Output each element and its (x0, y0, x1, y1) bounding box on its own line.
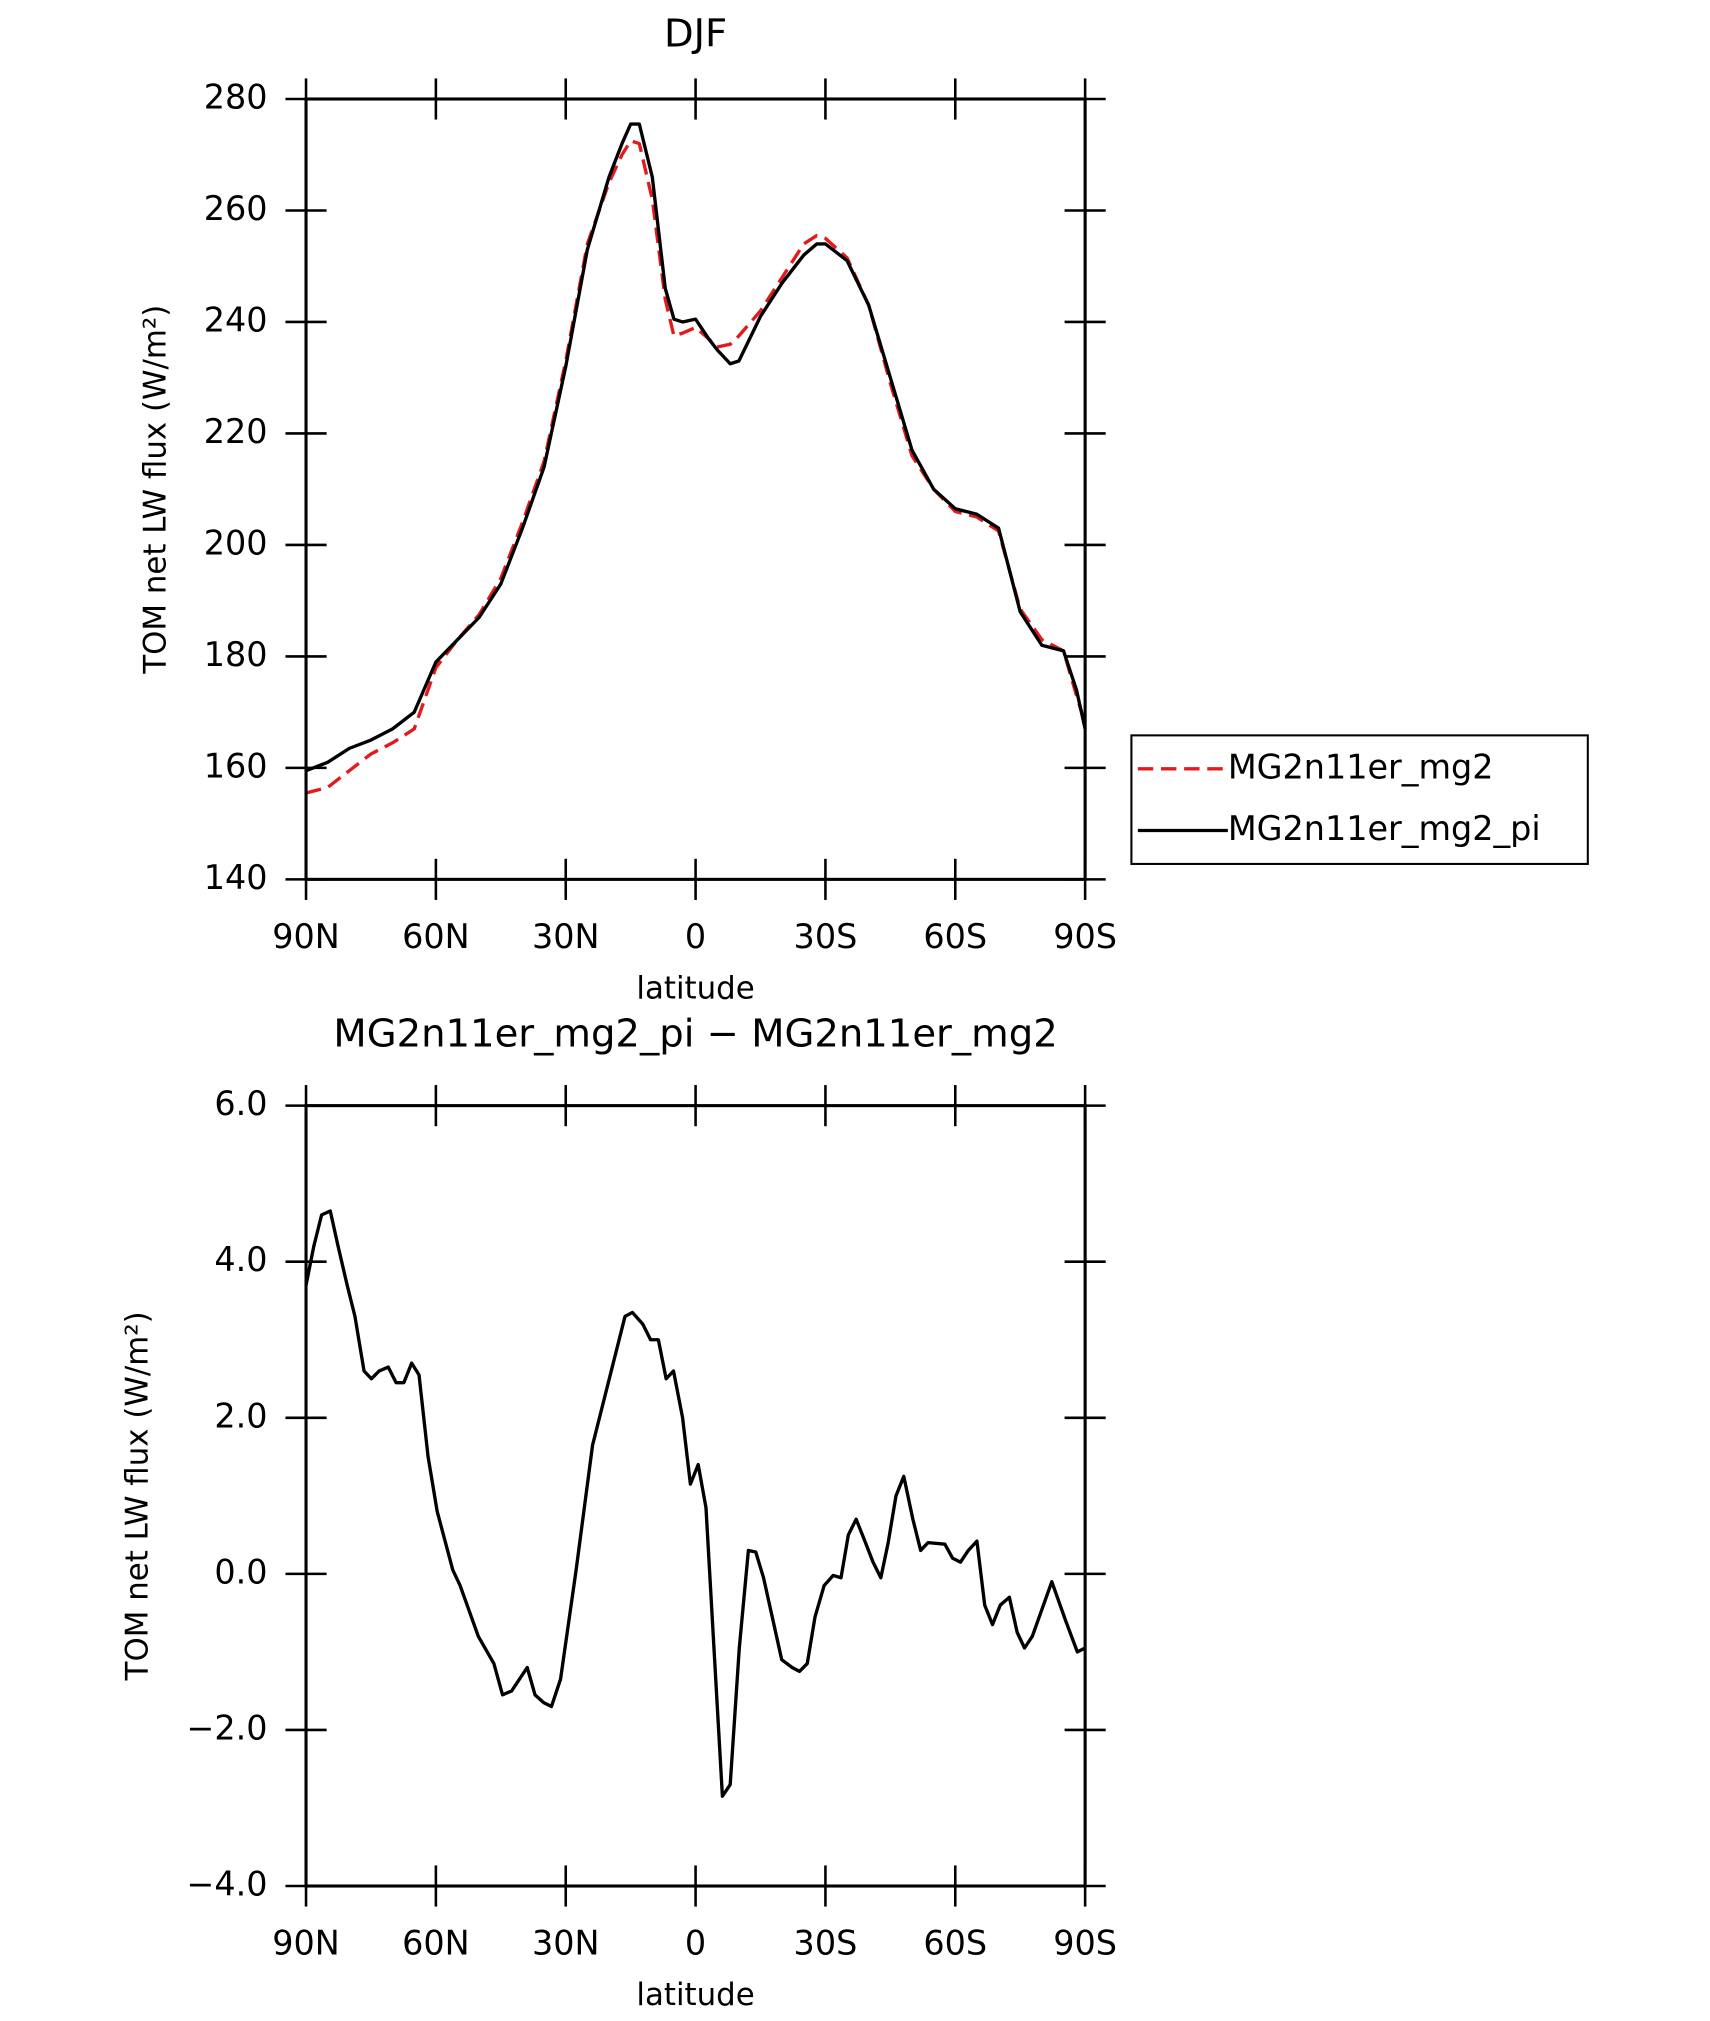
x-tick-label: 30N (532, 1924, 600, 1963)
y-tick-label: 6.0 (214, 1084, 267, 1123)
x-tick-label: 30S (794, 1924, 858, 1963)
y-tick-label: 280 (204, 77, 268, 116)
x-tick-label: 30N (532, 917, 600, 956)
legend-label: MG2n11er_mg2 (1228, 747, 1494, 786)
x-axis-label: latitude (636, 1977, 754, 2013)
x-tick-label: 0 (685, 1924, 706, 1963)
legend-label: MG2n11er_mg2_pi (1228, 809, 1541, 848)
plot-frame (304, 1104, 1087, 1888)
x-tick-label: 90S (1053, 1924, 1117, 1963)
x-tick-label: 60N (402, 1924, 470, 1963)
chart-title: DJF (664, 11, 727, 56)
y-tick-label: 4.0 (214, 1240, 267, 1279)
y-axis-label: TOM net LW flux (W/m²) (119, 1311, 155, 1681)
y-tick-label: 180 (204, 635, 268, 674)
y-tick-label: 140 (204, 858, 268, 897)
data-line (305, 122, 1087, 773)
x-tick-label: 90S (1053, 917, 1117, 956)
x-tick-label: 90N (272, 917, 340, 956)
legend-box (1130, 734, 1589, 865)
y-tick-label: 260 (204, 189, 268, 228)
data-line (304, 1209, 1086, 1798)
x-tick-label: 90N (272, 1924, 340, 1963)
y-tick-label: −2.0 (186, 1708, 267, 1747)
y-tick-label: 240 (204, 300, 268, 339)
x-tick-label: 60N (402, 917, 470, 956)
x-tick-label: 0 (685, 917, 706, 956)
x-tick-label: 60S (923, 917, 987, 956)
y-tick-label: 2.0 (214, 1396, 267, 1435)
y-tick-label: 160 (204, 746, 268, 785)
plot-frame (304, 97, 1087, 881)
y-tick-label: 200 (204, 523, 268, 562)
x-tick-label: 60S (923, 1924, 987, 1963)
y-tick-label: 220 (204, 412, 268, 451)
x-tick-label: 30S (794, 917, 858, 956)
y-tick-label: −4.0 (186, 1865, 267, 1904)
chart-title: MG2n11er_mg2_pi − MG2n11er_mg2 (333, 1012, 1057, 1057)
y-axis-label: TOM net LW flux (W/m²) (137, 305, 173, 675)
y-tick-label: 0.0 (214, 1552, 267, 1591)
x-axis-label: latitude (636, 970, 754, 1006)
